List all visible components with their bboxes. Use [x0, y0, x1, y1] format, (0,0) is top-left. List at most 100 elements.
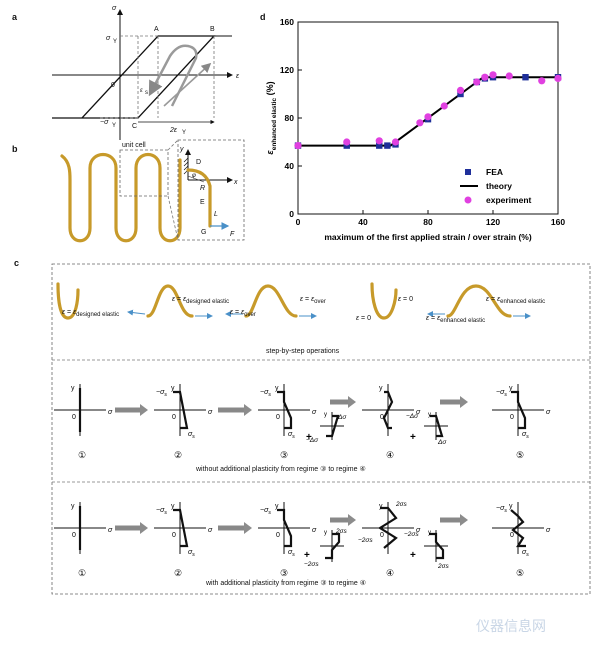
d-point-experiment: [294, 142, 302, 150]
c-stress-profile: [326, 414, 340, 438]
d-point-experiment: [473, 78, 481, 86]
c-step-number: ④: [386, 450, 394, 460]
svg-text:2ε: 2ε: [169, 127, 178, 134]
svg-text:B: B: [210, 26, 215, 33]
c-delta-sigma: Δσ: [437, 439, 447, 446]
svg-text:Y: Y: [112, 123, 116, 129]
svg-text:2σs: 2σs: [437, 563, 450, 570]
c-origin: 0: [510, 532, 514, 539]
d-xtick-label: 40: [358, 217, 368, 227]
d-ytick-label: 80: [285, 113, 295, 123]
svg-text:φ: φ: [192, 173, 196, 179]
c-axis-sigma-label: σ: [416, 409, 421, 416]
d-point-experiment: [424, 113, 432, 121]
d-legend-swatch: [464, 196, 472, 204]
c-step-number: ②: [174, 450, 182, 460]
svg-text:G: G: [201, 229, 206, 236]
c-neg-sigma-s: −σs: [496, 389, 507, 398]
panel-c: c ε = εdesigned elastic ε = εdesigned el…: [14, 258, 591, 595]
c-sigma-s: σs: [188, 431, 195, 440]
b-detail-box: [177, 139, 245, 241]
c-stress-profile: [430, 414, 444, 438]
svg-text:y: y: [428, 530, 431, 536]
svg-text:A: A: [154, 26, 159, 33]
svg-text:L: L: [214, 211, 218, 218]
svg-text:σ: σ: [106, 35, 111, 42]
c-axis-sigma-label: σ: [108, 527, 113, 534]
c-label-designed-2: ε = εdesigned elastic: [172, 296, 229, 305]
c-axis-sigma-label: σ: [312, 527, 317, 534]
c-step-number: ③: [280, 568, 288, 578]
c-axis-y-label: y: [171, 385, 175, 392]
c-label-enhanced-2: ε = εenhanced elastic: [486, 296, 545, 305]
c-origin: 0: [172, 414, 176, 421]
d-xtick-label: 120: [486, 217, 500, 227]
svg-text:−2σs: −2σs: [404, 531, 419, 538]
c-stress-profile: [277, 390, 293, 430]
d-point-experiment: [505, 72, 513, 80]
c-origin: 0: [380, 414, 384, 421]
d-xtick-label: 80: [423, 217, 433, 227]
c-plus: +: [306, 432, 312, 443]
c-origin: 0: [276, 414, 280, 421]
c-two-sigma-s: 2σs: [335, 528, 348, 535]
svg-text:R: R: [200, 185, 205, 192]
c-axis-y-label: y: [171, 503, 175, 510]
c-sigma-s: σs: [288, 431, 295, 440]
c-axis-sigma-label: σ: [208, 409, 213, 416]
panel-a-label: a: [12, 12, 18, 22]
d-point-FEA: [384, 142, 391, 149]
panel-b: b unit cell y x D φ R E L G F: [12, 139, 245, 243]
a-hysteresis-loop: [52, 35, 216, 119]
d-xtick-label: 160: [551, 217, 565, 227]
b-clamp: [183, 157, 189, 175]
d-ylabel: εenhanced elastic (%): [265, 81, 278, 154]
d-point-experiment: [375, 137, 383, 145]
c-axis-y-label: y: [275, 503, 279, 510]
panel-d: d 0 40 80 120 160 0 40 80 120 160 maximum of the f…: [260, 12, 565, 242]
d-ytick-label: 40: [285, 161, 295, 171]
svg-text:0: 0: [111, 82, 115, 89]
d-ytick-label: 160: [280, 17, 294, 27]
d-xlabel: maximum of the first applied strain / ov…: [324, 232, 532, 242]
c-origin: 0: [72, 414, 76, 421]
d-point-experiment: [456, 86, 465, 94]
c-neg-sigma-s: −σs: [496, 505, 507, 514]
d-point-experiment: [538, 77, 546, 85]
panel-a: a σ σ Y −σ Y ε 0 A B C ε s 2ε Y: [12, 5, 240, 140]
c-label-enhanced-1: ε = εenhanced elastic: [426, 315, 485, 324]
c-sigma-s: σs: [522, 431, 529, 440]
d-legend-swatch: [465, 169, 471, 175]
c-axis-y-label: y: [71, 503, 75, 510]
c-stress-profile: [173, 508, 189, 548]
c-axis-sigma-label: σ: [416, 527, 421, 534]
panel-d-label: d: [260, 12, 266, 22]
c-plus: +: [410, 550, 416, 561]
c-label-zero-2: ε = 0: [398, 296, 413, 303]
panel-b-label: b: [12, 144, 18, 154]
svg-text:D: D: [196, 159, 201, 166]
c-sigma-s: σs: [288, 549, 295, 558]
d-point-experiment: [440, 102, 448, 110]
svg-text:y: y: [324, 530, 327, 536]
svg-text:σ: σ: [112, 5, 117, 12]
svg-text:s: s: [145, 90, 148, 96]
c-label-zero-1: ε = 0: [356, 315, 371, 322]
svg-text:ε: ε: [236, 73, 240, 80]
c-step-number: ①: [78, 568, 86, 578]
c-stress-profile: [325, 532, 341, 560]
c-stress-profile: [382, 390, 394, 430]
c-neg-sigma-s: −σs: [260, 507, 271, 516]
c-axis-y-label: y: [71, 385, 75, 392]
svg-text:ε: ε: [140, 88, 143, 94]
svg-text:Y: Y: [182, 130, 186, 136]
c-origin: 0: [172, 532, 176, 539]
c-step-number: ①: [78, 450, 86, 460]
c-neg-delta-sigma: −Δσ: [406, 413, 419, 420]
d-legend-label: theory: [486, 181, 512, 191]
c-step-number: ②: [174, 568, 182, 578]
c-axis-y-label: y: [509, 385, 513, 392]
d-point-experiment: [343, 138, 351, 146]
svg-text:y: y: [179, 146, 184, 153]
